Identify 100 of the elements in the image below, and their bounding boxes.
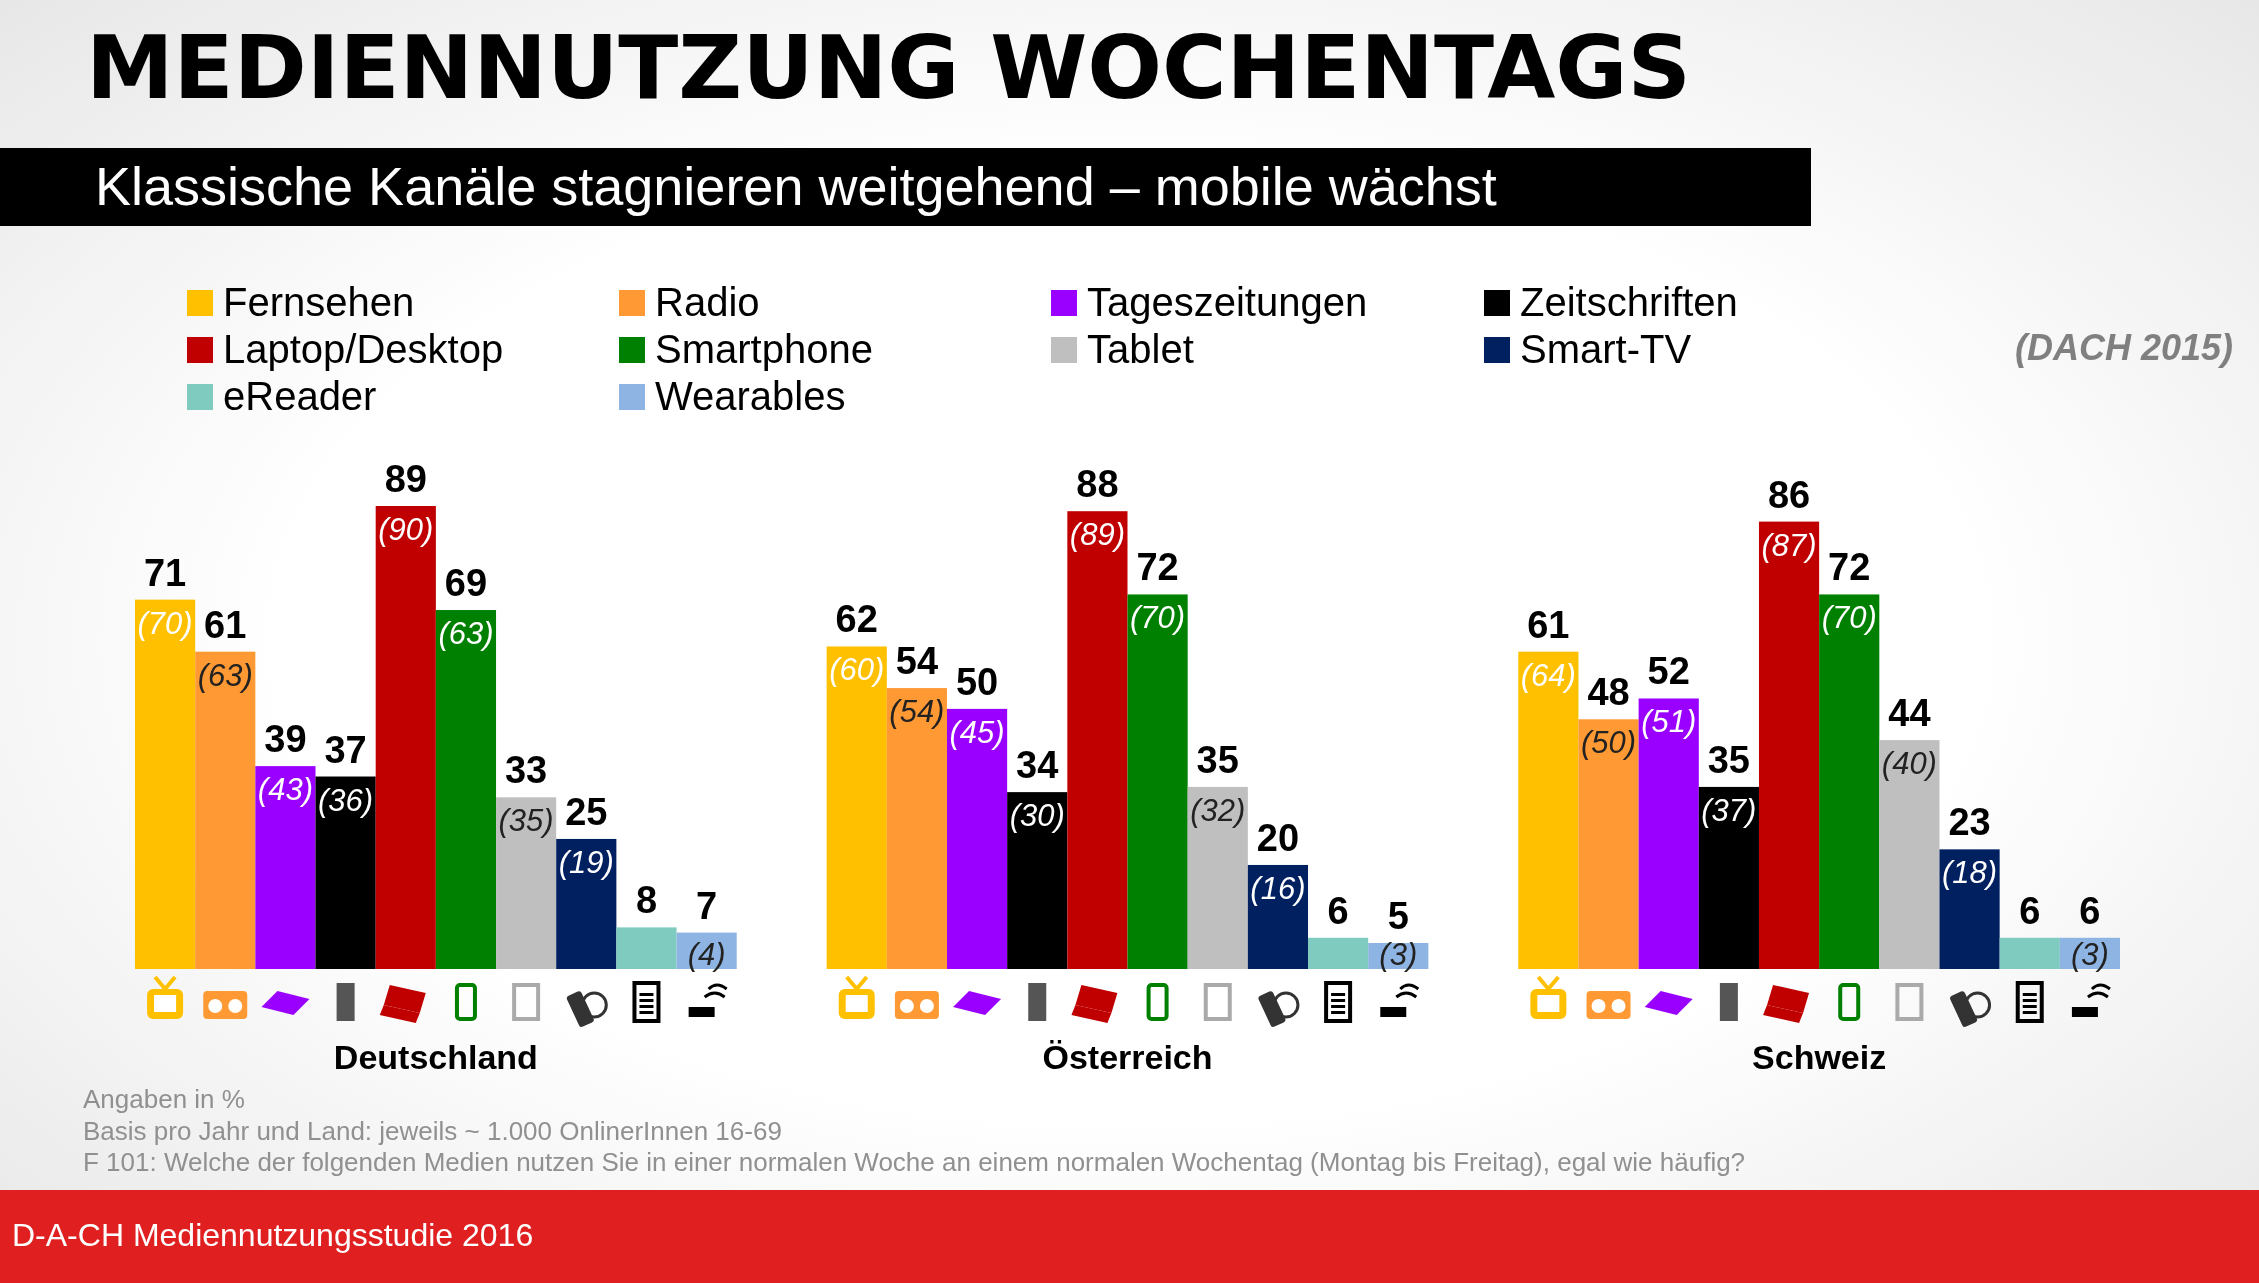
- bar: [435, 610, 497, 969]
- annotation: (40): [1881, 746, 1937, 782]
- annotation: (37): [1701, 792, 1757, 828]
- data-label: 44: [1888, 692, 1931, 735]
- bar: [1999, 937, 2060, 969]
- bar: [1067, 511, 1128, 969]
- annotation: (90): [378, 512, 434, 547]
- annotation: (32): [1190, 792, 1246, 828]
- bar: [1308, 937, 1369, 969]
- data-label: 7: [696, 884, 718, 927]
- legend-label: Tageszeitungen: [1087, 280, 1368, 324]
- data-label: 5: [1387, 894, 1409, 937]
- bar: [1187, 786, 1248, 969]
- legend-label: Wearables: [655, 374, 846, 418]
- data-label: 39: [264, 718, 307, 761]
- legend-label: Smartphone: [655, 327, 873, 371]
- annotation: (70): [137, 605, 193, 641]
- annotation: (3): [1379, 937, 1418, 972]
- bar: [556, 838, 617, 969]
- annotation: (70): [1821, 600, 1877, 636]
- data-label: 35: [1707, 738, 1751, 781]
- bar: [1758, 521, 1820, 969]
- legend-label: Zeitschriften: [1520, 280, 1738, 324]
- bar: [255, 766, 316, 969]
- text: F 101: Welche der folgenden Medien nutzen Sie in einer normalen Woche an einem normalen Wochentag (Montag bis Freitag), egal wie häufig?: [83, 1147, 1746, 1177]
- annotation: (16): [1250, 870, 1306, 906]
- chart-subtitle: Klassische Kanäle stagnieren weitgehend – mobile wächst: [95, 156, 1497, 216]
- annotation: (45): [949, 714, 1005, 750]
- annotation: (64): [1520, 657, 1576, 693]
- data-label: 89: [384, 458, 427, 500]
- bar: [616, 927, 677, 969]
- text: Basis pro Jahr und Land: jeweils ~ 1.000 OnlinerInnen 16-69: [83, 1116, 782, 1146]
- legend-label: Tablet: [1087, 327, 1194, 371]
- data-label: 54: [895, 640, 939, 683]
- text: (DACH 2015): [2014, 327, 2233, 368]
- data-label: 35: [1196, 738, 1239, 781]
- bar: [1819, 594, 1880, 969]
- annotation: (36): [318, 782, 374, 818]
- x-tick-label: Schweiz: [1752, 1038, 1887, 1076]
- annotation: (30): [1009, 798, 1065, 834]
- data-label: 61: [1527, 603, 1570, 646]
- legend-label: Fernsehen: [223, 280, 415, 324]
- bar: [375, 506, 436, 969]
- bar: [1879, 740, 1940, 969]
- bar: [946, 708, 1008, 969]
- bar: [1007, 792, 1068, 969]
- chart-title: MEDIENNUTZUNG WOCHENTAGS: [86, 16, 1691, 119]
- data-label: 72: [1136, 546, 1179, 589]
- data-label: 6: [2019, 889, 2041, 932]
- x-tick-label: Deutschland: [333, 1038, 538, 1076]
- annotation: (87): [1761, 527, 1817, 563]
- data-label: 71: [143, 551, 187, 594]
- annotation: (35): [498, 803, 554, 839]
- legend-label: eReader: [223, 374, 377, 418]
- annotation: (50): [1580, 725, 1637, 761]
- bar: [1247, 864, 1309, 969]
- data-label: 20: [1256, 816, 1300, 859]
- annotation: (54): [889, 694, 945, 730]
- data-label: 62: [835, 598, 878, 641]
- data-label: 88: [1076, 463, 1119, 506]
- data-label: 61: [204, 603, 247, 646]
- data-label: 25: [565, 790, 608, 833]
- annotation: (63): [438, 616, 494, 652]
- annotation: (4): [687, 937, 726, 972]
- bar: [1698, 786, 1759, 969]
- data-label: 48: [1587, 671, 1630, 714]
- data-label: 69: [444, 562, 488, 605]
- data-label: 37: [324, 728, 367, 771]
- x-tick-label: Österreich: [1042, 1038, 1213, 1076]
- annotation: (70): [1130, 600, 1186, 636]
- data-label: 72: [1828, 546, 1871, 589]
- bar: [1578, 719, 1639, 969]
- annotation: (43): [257, 772, 313, 808]
- bar: [886, 688, 947, 969]
- data-label: 6: [2079, 889, 2101, 932]
- annotation: (51): [1641, 704, 1697, 740]
- legend-label: Smart-TV: [1520, 327, 1692, 371]
- bar: [1127, 594, 1188, 969]
- annotation: (89): [1069, 517, 1125, 553]
- bar: [496, 797, 557, 969]
- bar: [1939, 849, 2000, 969]
- text: Angaben in %: [83, 1084, 245, 1114]
- bar: [195, 651, 256, 969]
- bar: [315, 776, 376, 969]
- data-label: 86: [1767, 473, 1811, 516]
- bar: [826, 646, 887, 969]
- annotation: (19): [558, 844, 614, 880]
- annotation: (63): [197, 657, 253, 693]
- bar: [1638, 698, 1699, 969]
- bar: [1518, 651, 1579, 969]
- annotation: (18): [1942, 855, 1998, 891]
- data-label: 23: [1948, 801, 1991, 844]
- annotation: (3): [2070, 937, 2109, 972]
- legend-label: Radio: [655, 280, 760, 324]
- data-label: 50: [955, 660, 999, 703]
- legend-label: Laptop/Desktop: [223, 327, 504, 371]
- data-label: 6: [1327, 889, 1349, 932]
- data-label: 34: [1016, 744, 1059, 787]
- annotation: (60): [829, 652, 885, 688]
- bar: [135, 599, 196, 969]
